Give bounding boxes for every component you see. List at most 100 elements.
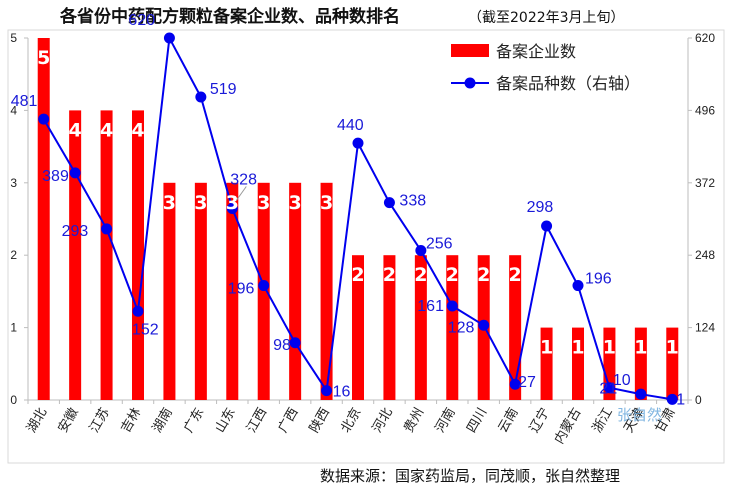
line-point-天津 (635, 388, 647, 400)
category-label: 四川 (464, 406, 490, 436)
category-label: 江苏 (86, 405, 113, 436)
line-value-label: 161 (417, 298, 444, 315)
y-left-tick-label: 5 (10, 31, 17, 45)
line-value-label: 98 (273, 337, 291, 354)
line-value-label: 389 (42, 168, 69, 185)
line-point-湖北 (38, 113, 50, 125)
line-value-label: 16 (333, 384, 351, 401)
bar-陕西 (320, 182, 333, 400)
line-point-安徽 (69, 167, 81, 179)
line-value-label: 152 (132, 321, 159, 338)
bar-value-label: 5 (37, 47, 50, 69)
line-point-河北 (383, 197, 395, 209)
line-point-陕西 (321, 385, 333, 397)
line-value-label: 328 (230, 171, 257, 188)
category-label: 浙江 (590, 406, 616, 436)
bar-value-label: 2 (446, 264, 459, 286)
line-value-label: 10 (613, 372, 631, 389)
bar-河南 (446, 255, 459, 400)
category-label: 湖北 (24, 406, 50, 436)
bar-value-label: 3 (226, 192, 239, 214)
bar-value-label: 2 (383, 264, 396, 286)
source-note: 数据来源：国家药监局，同茂顺，张自然整理 (320, 467, 620, 485)
line-point-浙江 (603, 382, 615, 394)
y-right-tick-label: 620 (695, 31, 715, 45)
bar-江西 (257, 182, 270, 400)
bar-value-label: 1 (603, 337, 616, 359)
line-value-label: 298 (527, 199, 554, 216)
line-point-贵州 (415, 245, 427, 257)
chart-subtitle: （截至2022年3月上旬） (468, 10, 625, 26)
bar-北京 (352, 255, 364, 400)
line-point-甘肃 (666, 393, 678, 405)
line-point-四川 (478, 319, 490, 331)
label-leader-line (235, 186, 247, 201)
category-label: 山东 (213, 406, 239, 436)
bar-value-label: 3 (289, 192, 302, 214)
y-left-tick-label: 2 (10, 248, 17, 262)
bar-value-label: 1 (540, 337, 553, 359)
line-value-label: 196 (585, 271, 612, 288)
line-value-label: 21 (599, 381, 617, 398)
legend-bar-swatch (451, 44, 489, 57)
y-left-tick-label: 4 (10, 103, 17, 117)
category-label: 内蒙古 (551, 405, 584, 447)
line-value-label: 256 (426, 236, 453, 253)
line-point-云南 (509, 378, 521, 390)
bar-value-label: 4 (100, 119, 113, 141)
y-right-tick-label: 496 (695, 103, 715, 117)
line-value-label: 196 (228, 281, 255, 298)
bar-value-label: 1 (634, 337, 647, 359)
bar-云南 (509, 255, 522, 400)
y-right-tick-label: 124 (695, 321, 715, 335)
line-value-label: 27 (518, 374, 536, 391)
line-value-label: 440 (337, 117, 364, 134)
bar-湖南 (163, 182, 176, 400)
category-label: 安徽 (56, 406, 82, 436)
bar-辽宁 (540, 327, 553, 400)
bar-value-label: 2 (509, 264, 522, 286)
bar-value-label: 2 (414, 264, 427, 286)
line-value-label: 293 (62, 223, 89, 240)
bar-value-label: 1 (571, 337, 584, 359)
category-label: 云南 (495, 405, 522, 436)
legend-line-marker (464, 77, 476, 89)
bar-series (37, 38, 679, 401)
category-label: 吉林 (118, 406, 144, 436)
line-point-内蒙古 (572, 280, 584, 292)
line-point-辽宁 (541, 220, 553, 232)
bar-value-label: 3 (163, 192, 176, 214)
bar-江苏 (100, 110, 113, 401)
category-labels: 湖北 安徽 江苏 吉林 湖南 广东 山东 江西 广西 陕西 北京 河北 贵州 河南 四川 云南 辽宁内蒙古 浙江天… (24, 405, 679, 447)
bar-value-label: 2 (477, 264, 490, 286)
watermark: 张自然 (617, 406, 662, 424)
y-left-tick-label: 1 (10, 321, 17, 335)
chart-title: 各省份中药配方颗粒备案企业数、品种数排名 (59, 6, 400, 27)
line-point-江西 (258, 280, 270, 292)
legend-bar-label: 备案企业数 (496, 42, 576, 61)
y-left-tick-label: 0 (10, 393, 17, 407)
bar-湖北 (37, 38, 50, 400)
plot-frame (7, 29, 725, 464)
category-label: 江西 (244, 406, 270, 436)
legend-line-label: 备案品种数（右轴） (496, 74, 640, 93)
bar-甘肃 (666, 327, 679, 400)
category-label: 湖南 (149, 405, 176, 436)
line-point-广西 (289, 337, 301, 349)
legend: 备案企业数 备案品种数（右轴） (451, 42, 640, 93)
y-right-tick-label: 372 (695, 176, 715, 190)
line-point-吉林 (132, 305, 144, 317)
bar-山东 (226, 182, 239, 400)
category-label: 辽宁 (526, 405, 553, 436)
line-value-label: 128 (448, 319, 475, 336)
category-label: 北京 (338, 406, 364, 436)
bar-value-label: 4 (131, 119, 144, 141)
bar-广东 (194, 182, 207, 400)
y-left-tick-label: 3 (10, 176, 17, 190)
bar-value-label: 1 (666, 337, 679, 359)
y-right-tick-label: 0 (695, 393, 702, 407)
bar-安徽 (69, 110, 82, 401)
line-point-江苏 (101, 223, 113, 235)
